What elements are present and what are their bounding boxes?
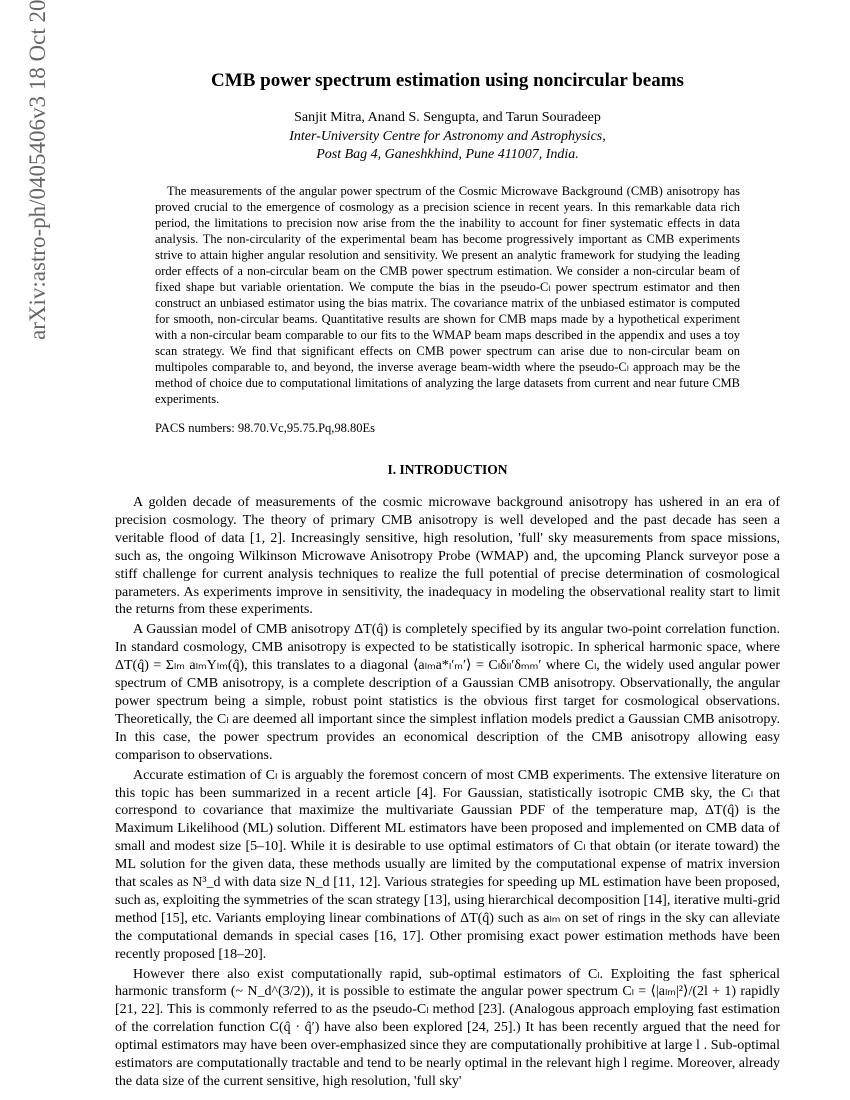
- introduction-paragraph-4: However there also exist computationally…: [115, 966, 780, 1091]
- affiliation-line-2: Post Bag 4, Ganeshkhind, Pune 411007, In…: [115, 147, 780, 163]
- abstract-text: The measurements of the angular power sp…: [155, 183, 740, 407]
- paper-title: CMB power spectrum estimation using nonc…: [115, 70, 780, 92]
- affiliation-line-1: Inter-University Centre for Astronomy an…: [115, 129, 780, 145]
- introduction-paragraph-3: Accurate estimation of Cₗ is arguably th…: [115, 767, 780, 964]
- pacs-numbers: PACS numbers: 98.70.Vc,95.75.Pq,98.80Es: [155, 421, 740, 436]
- section-heading-introduction: I. INTRODUCTION: [115, 462, 780, 478]
- introduction-paragraph-1: A golden decade of measurements of the c…: [115, 494, 780, 619]
- paper-content: CMB power spectrum estimation using nonc…: [115, 0, 780, 1091]
- author-list: Sanjit Mitra, Anand S. Sengupta, and Tar…: [115, 110, 780, 126]
- arxiv-identifier: arXiv:astro-ph/0405406v3 18 Oct 2006: [25, 0, 51, 340]
- introduction-paragraph-2: A Gaussian model of CMB anisotropy ΔT(q̂…: [115, 621, 780, 764]
